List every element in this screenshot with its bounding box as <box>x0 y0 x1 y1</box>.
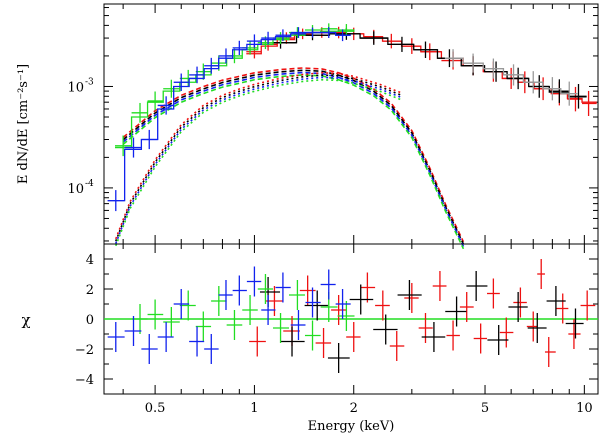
y-tick-label: −2 <box>75 343 94 358</box>
y-tick-label-exponent: -3 <box>85 77 94 87</box>
x-tick-label: 1 <box>250 401 258 416</box>
model-step-blue <box>107 31 351 202</box>
series-grey <box>444 49 578 106</box>
energy-x-axis-label: Energy (keV) <box>308 419 395 434</box>
x-tick-label: 10 <box>576 401 593 416</box>
residuals-red <box>249 259 596 367</box>
residuals-y-axis-label: χ <box>21 311 30 329</box>
thermal-component-0 <box>122 67 465 243</box>
spectrum-panel: 10-310-4 E dN/dE [cm⁻²s⁻¹] <box>16 3 599 250</box>
residuals-series <box>107 259 596 373</box>
spectrum-y-tick-labels: 10-310-4 <box>67 77 94 196</box>
residuals-blue <box>107 266 351 364</box>
y-tick-label: 2 <box>86 283 94 298</box>
residuals-y-tick-labels: 4 2 0 −2 −4 <box>75 253 94 388</box>
energy-x-tick-labels: 0.5 1 2 5 10 <box>145 401 593 416</box>
spectrum-y-axis-label: E dN/dE [cm⁻²s⁻¹] <box>16 64 31 184</box>
residuals-ticks <box>104 244 598 394</box>
spectrum-plot-frame <box>103 3 599 245</box>
series-red <box>246 26 597 116</box>
y-tick-label: 0 <box>86 313 94 328</box>
series-green <box>115 23 355 157</box>
model-components <box>115 67 465 250</box>
x-tick-label: 2 <box>350 401 358 416</box>
x-tick-label: 0.5 <box>145 401 166 416</box>
powerlaw-component-3 <box>115 78 403 247</box>
thermal-component-1 <box>122 69 465 245</box>
y-tick-label-base: 10 <box>67 80 84 95</box>
series-blue <box>107 27 351 212</box>
y-tick-label-exponent: -4 <box>85 179 94 189</box>
residuals-panel: 4 2 0 −2 −4 0.5 1 2 5 10 χ Energy (keV) <box>21 243 599 434</box>
residuals-black <box>259 271 584 373</box>
series-black <box>272 27 587 109</box>
spectrum-ticks <box>104 4 598 244</box>
y-tick-label-base: 10 <box>67 182 84 197</box>
model-step-red <box>246 31 597 103</box>
spectrum-series <box>107 23 597 212</box>
powerlaw-component-1 <box>115 74 403 242</box>
y-tick-label: −4 <box>75 373 94 388</box>
residuals-green <box>131 274 355 351</box>
powerlaw-component-0 <box>115 72 403 240</box>
y-tick-label: 4 <box>86 253 94 268</box>
x-tick-label: 5 <box>481 401 489 416</box>
